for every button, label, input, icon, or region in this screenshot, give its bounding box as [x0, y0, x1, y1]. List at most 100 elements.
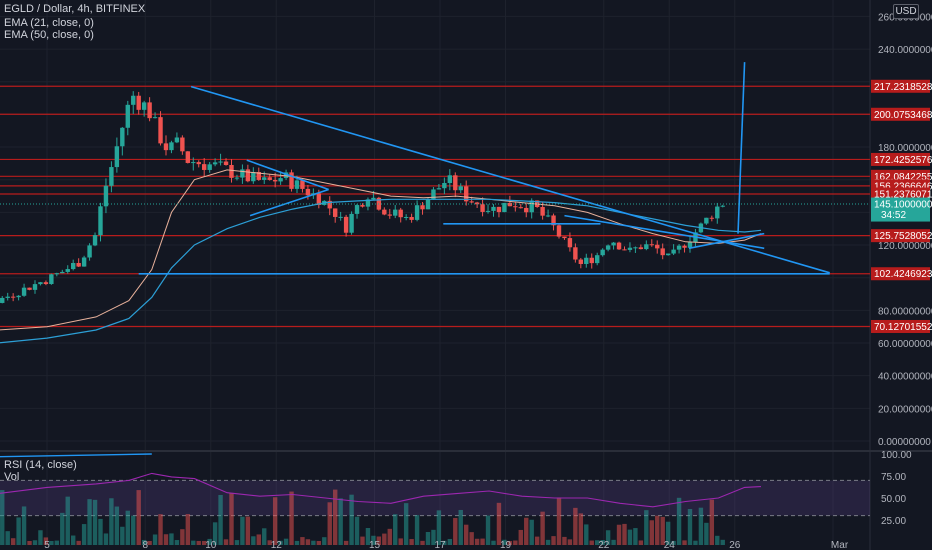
vol-label: Vol: [4, 471, 20, 483]
candle: [92, 235, 98, 246]
rsi-legend: RSI (14, close): [4, 459, 77, 472]
candle: [584, 257, 589, 264]
candle: [229, 164, 234, 178]
level-price-box: [871, 267, 930, 281]
volume-bar: [327, 502, 332, 545]
candle: [212, 162, 218, 165]
time-tick-label: 17: [434, 540, 446, 550]
candle: [27, 287, 32, 290]
candle: [665, 253, 671, 256]
candle: [125, 104, 130, 128]
candle: [305, 188, 311, 196]
candle: [65, 269, 70, 272]
volume-bar: [600, 539, 605, 545]
volume-bar: [709, 499, 715, 545]
countdown-label: 34:52: [881, 210, 906, 221]
volume-bar: [98, 518, 103, 545]
volume-bar: [425, 532, 431, 545]
current-price-label: 145.10000000: [874, 200, 932, 211]
volume-bar: [545, 539, 551, 545]
level-price-label: 162.08422550: [874, 172, 932, 183]
volume-bar: [529, 519, 534, 545]
level-price-box: [871, 319, 930, 333]
candle: [371, 197, 376, 200]
candle: [567, 238, 573, 248]
volume-bar: [605, 530, 611, 545]
candle: [605, 245, 611, 250]
candle: [360, 205, 365, 207]
rsi-label: RSI (14, close): [4, 459, 77, 471]
candle: [655, 244, 660, 249]
volume-bar: [196, 540, 201, 545]
candle: [529, 200, 534, 213]
candle: [458, 186, 463, 191]
candle: [485, 210, 491, 212]
volume-bar: [453, 517, 458, 545]
candle: [43, 282, 49, 285]
price-tick-label: 180.00000000: [878, 143, 932, 154]
volume-bar: [464, 524, 469, 545]
level-price-label: 156.23666461: [874, 181, 932, 192]
candle: [627, 247, 633, 250]
candle: [10, 296, 16, 298]
candle: [289, 172, 294, 189]
volume-bar: [578, 513, 584, 545]
volume-bar: [442, 540, 447, 545]
level-price-box: [871, 152, 930, 166]
volume-bar: [202, 540, 207, 545]
rsi-tick-label: 100.00: [881, 450, 912, 461]
ema50-line: [0, 198, 762, 344]
volume-bar: [485, 515, 491, 545]
candle: [611, 242, 616, 246]
candle: [589, 257, 594, 264]
volume-bar: [360, 536, 365, 545]
volume-bar: [349, 494, 354, 545]
candle: [0, 297, 5, 303]
volume-bar: [595, 540, 600, 545]
candle: [131, 95, 136, 105]
trendline: [564, 214, 765, 250]
candle: [518, 207, 523, 209]
candle: [300, 180, 305, 189]
candle: [387, 214, 392, 216]
volume-bar: [458, 509, 463, 545]
candle: [513, 206, 518, 208]
volume-bar: [687, 508, 693, 545]
symbol-legend: EGLD / Dollar, 4h, BITFINEX: [4, 3, 145, 16]
candle: [562, 236, 567, 239]
level-price-label: 125.75280524: [874, 231, 932, 242]
volume-bar: [573, 507, 578, 545]
candle: [436, 188, 442, 190]
candle: [720, 205, 725, 207]
volume-bar: [109, 498, 114, 545]
level-lines: [0, 85, 870, 328]
candle: [338, 216, 343, 218]
candle: [283, 172, 289, 179]
currency-button[interactable]: USD: [893, 4, 919, 19]
volume-bar: [262, 528, 267, 545]
candle: [704, 217, 709, 224]
volume-bar: [251, 536, 256, 545]
level-price-label: 217.23185284: [874, 82, 932, 93]
candle: [103, 185, 109, 207]
candle: [49, 274, 54, 285]
candle: [185, 151, 191, 163]
candle: [474, 202, 480, 205]
volume-bar: [152, 534, 158, 545]
candle: [578, 259, 584, 264]
volume-bar: [403, 503, 409, 545]
trendline: [688, 232, 765, 250]
volume-bar: [136, 490, 141, 545]
volume-bar: [169, 533, 174, 545]
candle: [365, 199, 371, 207]
volume-bar: [556, 497, 562, 545]
volume-bar: [474, 538, 480, 545]
volume-bar: [49, 541, 54, 545]
candle: [425, 199, 431, 210]
candle: [496, 206, 502, 213]
volume-bar: [518, 529, 523, 545]
price-tick-label: 80.00000000: [878, 306, 932, 317]
candle: [174, 137, 180, 143]
candle: [464, 186, 469, 202]
